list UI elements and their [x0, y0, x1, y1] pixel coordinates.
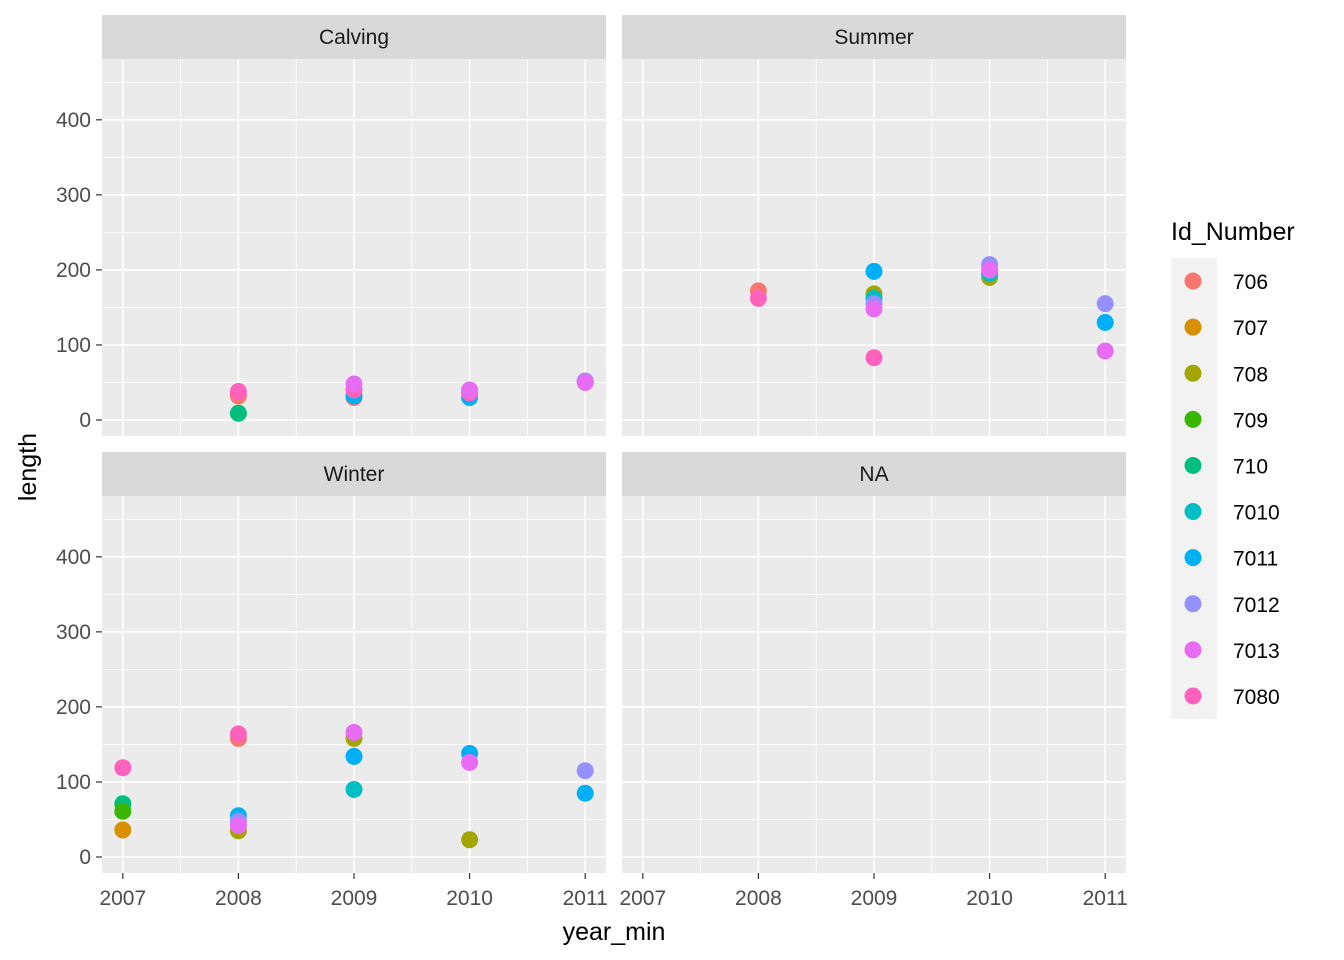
x-tick-label: 2011	[563, 887, 608, 910]
data-point-7013	[576, 373, 594, 391]
y-tick-label: 0	[79, 409, 91, 432]
facet-panel-na: NA	[622, 452, 1126, 873]
data-point-708	[461, 831, 479, 849]
x-tick-label: 2008	[215, 887, 262, 910]
legend-label-709: 709	[1233, 409, 1268, 432]
legend-label-708: 708	[1233, 363, 1268, 386]
data-point-7012	[576, 762, 594, 780]
legend-key-708	[1184, 364, 1202, 382]
legend-label-7010: 7010	[1233, 502, 1280, 525]
legend-key-7012	[1184, 595, 1202, 613]
facet-strip-label: Calving	[319, 26, 389, 49]
data-point-7080	[865, 349, 883, 367]
y-tick-label: 400	[56, 109, 91, 132]
data-point-7011	[1096, 313, 1114, 331]
data-point-7012	[1096, 295, 1114, 313]
x-tick-label: 2007	[99, 887, 146, 910]
facet-strip-label: Summer	[834, 26, 913, 49]
x-tick-label: 2009	[331, 887, 378, 910]
data-point-7013	[981, 261, 999, 279]
x-tick-label: 2008	[735, 887, 782, 910]
data-point-7080	[749, 289, 767, 307]
facet-panel-winter: Winter	[102, 452, 606, 873]
y-tick-label: 200	[56, 259, 91, 282]
legend-title: Id_Number	[1171, 218, 1295, 246]
x-tick-label: 2010	[966, 887, 1013, 910]
facet-strip	[102, 452, 606, 496]
y-tick-label: 300	[56, 184, 91, 207]
data-point-7013	[461, 381, 479, 399]
legend-label-7080: 7080	[1233, 686, 1280, 709]
data-point-7010	[345, 780, 363, 798]
legend-key-707	[1184, 318, 1202, 336]
y-tick-label: 100	[56, 771, 91, 794]
facet-strip	[102, 15, 606, 59]
y-tick-label: 300	[56, 621, 91, 644]
legend: Id_Number 706 707 708 709 710 7010 7011 7012 701…	[1171, 218, 1295, 719]
legend-label-7011: 7011	[1233, 548, 1278, 571]
legend-key-7080	[1184, 687, 1202, 705]
facet-strip	[622, 452, 1126, 496]
data-point-709	[114, 802, 132, 820]
data-point-7013	[229, 816, 247, 834]
legend-key-710	[1184, 456, 1202, 474]
legend-key-7010	[1184, 503, 1202, 521]
x-tick-label: 2010	[446, 887, 493, 910]
x-tick-label: 2007	[619, 887, 666, 910]
x-tick-label: 2011	[1083, 887, 1128, 910]
facet-panel-calving: Calving	[102, 15, 606, 436]
data-point-7013	[345, 375, 363, 393]
data-point-7080	[229, 725, 247, 743]
data-point-7011	[576, 784, 594, 802]
data-point-7013	[1096, 342, 1114, 360]
facet-strip-label: Winter	[324, 463, 385, 486]
facet-strip	[622, 15, 1126, 59]
data-point-7011	[345, 747, 363, 765]
y-axis-title: length	[14, 433, 42, 501]
y-tick-label: 200	[56, 696, 91, 719]
facet-panel-summer: Summer	[622, 15, 1126, 436]
data-point-7080	[229, 382, 247, 400]
data-point-7011	[865, 262, 883, 280]
legend-label-706: 706	[1233, 271, 1268, 294]
axes: 0 100 200 300 400 0 100 200 300 400 2007 2008 2009 20…	[56, 109, 1128, 910]
legend-key-706	[1184, 272, 1202, 290]
data-point-707	[114, 821, 132, 839]
legend-key-7013	[1184, 641, 1202, 659]
x-tick-label: 2009	[851, 887, 898, 910]
legend-label-710: 710	[1233, 455, 1268, 478]
legend-label-7013: 7013	[1233, 640, 1280, 663]
y-tick-label: 0	[79, 846, 91, 869]
legend-key-7011	[1184, 549, 1202, 567]
data-point-7013	[865, 300, 883, 318]
facet-strip-label: NA	[859, 463, 888, 486]
data-point-7080	[114, 759, 132, 777]
legend-label-7012: 7012	[1233, 594, 1280, 617]
legend-label-707: 707	[1233, 317, 1268, 340]
data-point-710	[229, 404, 247, 422]
x-axis-title: year_min	[563, 918, 666, 946]
facet-panels: Calving Summer Winter NA	[102, 15, 1126, 873]
y-tick-label: 400	[56, 546, 91, 569]
data-point-7013	[461, 753, 479, 771]
y-tick-label: 100	[56, 334, 91, 357]
data-point-7013	[345, 723, 363, 741]
legend-key-709	[1184, 410, 1202, 428]
